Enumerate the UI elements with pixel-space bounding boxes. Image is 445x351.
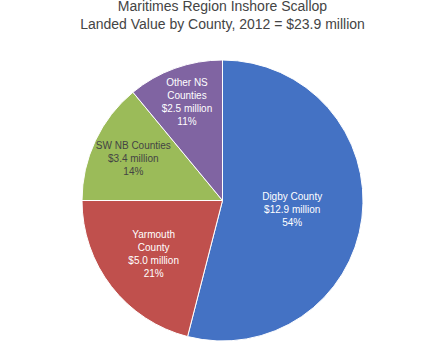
svg-text:YarmouthCounty$5.0 million21%: YarmouthCounty$5.0 million21% xyxy=(128,229,179,279)
svg-text:Digby County$12.9 million54%: Digby County$12.9 million54% xyxy=(262,191,322,228)
svg-text:SW NB Counties$3.4 million14%: SW NB Counties$3.4 million14% xyxy=(96,140,171,177)
svg-text:Other NSCounties$2.5 million11: Other NSCounties$2.5 million11% xyxy=(162,77,213,127)
svg-text:Maritimes Region Inshore Scall: Maritimes Region Inshore ScallopLanded V… xyxy=(80,0,365,32)
